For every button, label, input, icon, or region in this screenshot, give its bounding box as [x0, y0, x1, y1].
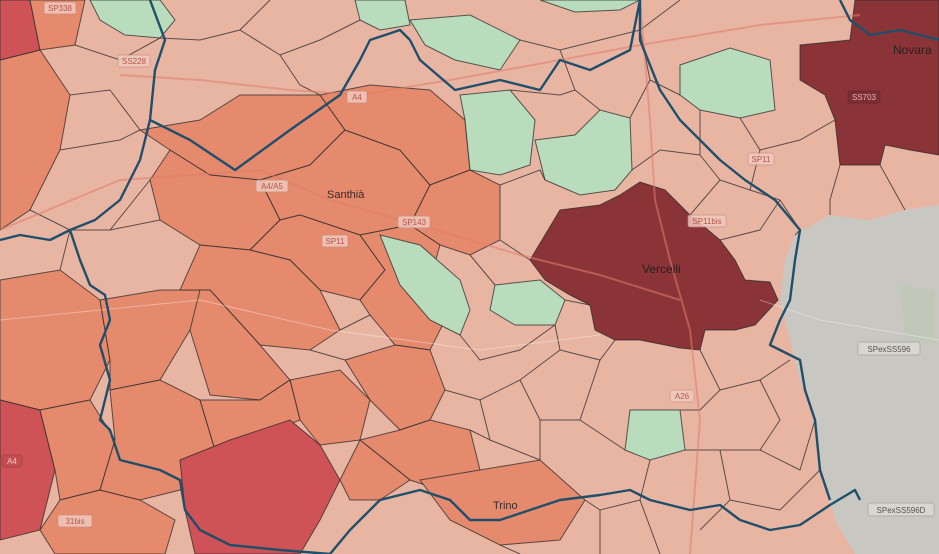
region[interactable] — [179, 419, 341, 554]
region[interactable] — [679, 47, 776, 119]
place-label-novara: Novara — [893, 43, 932, 57]
shield-label: 31bis — [65, 517, 84, 526]
road-shield: 31bis — [57, 514, 93, 528]
shield-label: SP143 — [402, 218, 427, 227]
shield-label: A4 — [7, 457, 17, 466]
province-boundary — [329, 488, 862, 554]
region[interactable] — [459, 89, 536, 176]
shield-label: SP11bis — [692, 217, 721, 226]
province-boundary — [838, 0, 939, 42]
road-minor — [0, 299, 601, 351]
park-area — [900, 285, 935, 345]
road-shield: SPexSS596 — [857, 341, 921, 356]
region[interactable] — [0, 399, 56, 541]
region[interactable] — [99, 289, 211, 391]
road-minor — [759, 299, 939, 341]
region[interactable] — [379, 234, 471, 336]
region[interactable] — [624, 409, 686, 461]
place-label-trino: Trino — [493, 500, 518, 512]
shield-label: SS228 — [122, 57, 147, 66]
region[interactable] — [354, 0, 411, 31]
place-label-vercelli: Vercelli — [642, 262, 681, 276]
region[interactable] — [539, 0, 641, 13]
road-shield: SPexSS596D — [867, 502, 935, 517]
province-boundary — [68, 229, 331, 554]
road-shield: SP338 — [43, 1, 77, 15]
novara-region[interactable] — [799, 0, 939, 166]
road-sp11 — [119, 14, 861, 97]
region[interactable] — [339, 439, 411, 501]
shield-label: SP338 — [48, 4, 73, 13]
shield-label: SP11 — [752, 155, 772, 164]
road-shield: A4 — [346, 90, 368, 104]
shield-label: A4 — [352, 93, 362, 102]
road-shield: A26 — [669, 389, 695, 403]
shield-label: SP11 — [326, 237, 346, 246]
road-shield: SS228 — [117, 54, 151, 68]
shield-label: A4/A5 — [261, 182, 283, 191]
road-a26 — [639, 0, 702, 554]
road-shield: SP11bis — [687, 214, 727, 228]
region[interactable] — [344, 344, 446, 431]
shield-label: A26 — [675, 392, 690, 401]
road-a4 — [0, 168, 681, 301]
road-shield: A4/A5 — [255, 179, 289, 193]
shield-label: SPexSS596 — [867, 345, 911, 354]
vercelli-region[interactable] — [529, 181, 779, 351]
region[interactable] — [179, 244, 341, 351]
road-shield: SP11 — [321, 234, 349, 248]
place-label-santhia: Santhià — [327, 189, 365, 201]
shield-label: SPexSS596D — [877, 506, 926, 515]
province-boundary — [408, 0, 642, 92]
region[interactable] — [358, 419, 481, 491]
road-shield: SP143 — [397, 215, 431, 229]
region[interactable] — [419, 459, 586, 546]
road-shield: A4 — [1, 454, 23, 468]
province-boundary — [148, 0, 411, 172]
shield-label: SS703 — [852, 93, 877, 102]
province-boundary — [638, 0, 832, 501]
road-shield: SP11 — [747, 152, 775, 166]
road-shield: SS703 — [847, 90, 881, 104]
province-boundary — [0, 119, 152, 242]
